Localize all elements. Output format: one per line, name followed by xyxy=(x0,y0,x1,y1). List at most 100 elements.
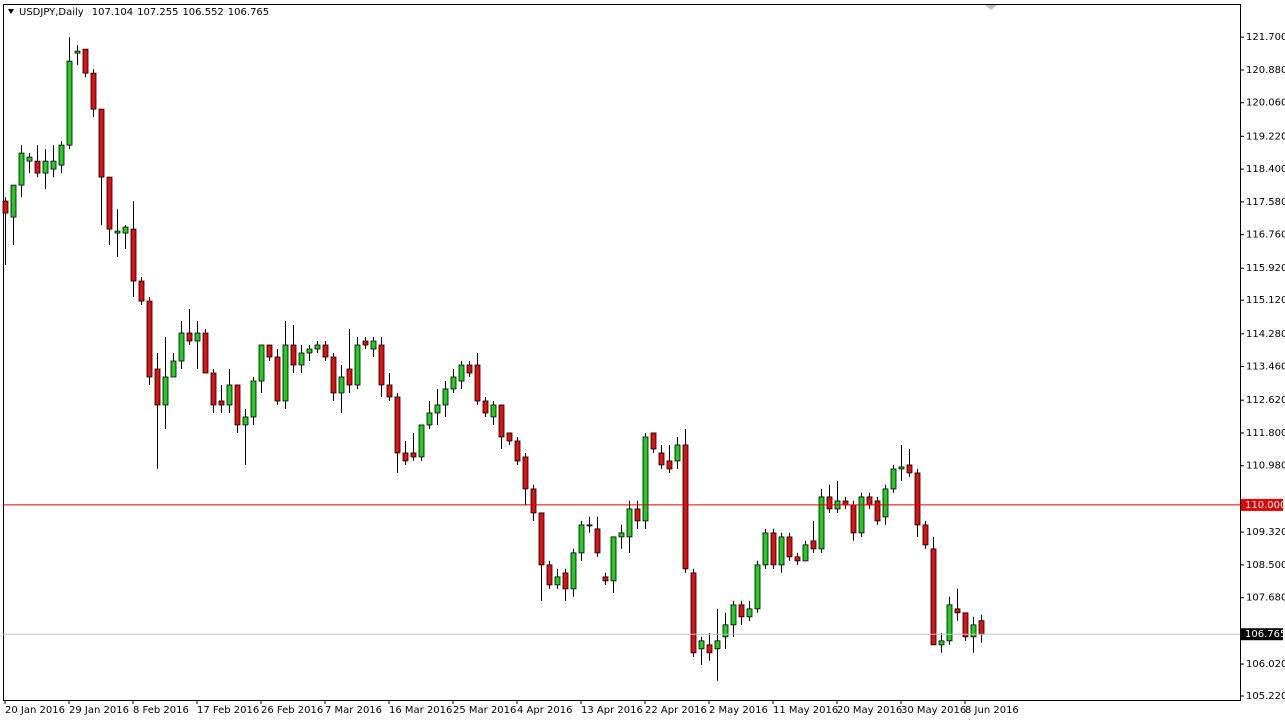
candle-body-up xyxy=(778,536,785,566)
candle-body-down xyxy=(410,452,417,458)
candle-body-down xyxy=(186,332,193,342)
candle-body-down xyxy=(362,340,369,346)
x-tick-label: 8 Jun 2016 xyxy=(965,705,1019,716)
candle-body-down xyxy=(98,108,105,178)
candle-body-up xyxy=(178,332,185,362)
candle-body-down xyxy=(322,344,329,358)
header-open: 107.104 xyxy=(92,7,133,18)
candle-body-down xyxy=(978,620,985,635)
symbol-menu-arrow[interactable] xyxy=(8,9,14,14)
candle-body-down xyxy=(290,344,297,366)
x-tick-label: 16 Mar 2016 xyxy=(389,705,452,716)
candle-body-up xyxy=(26,156,33,162)
candle-body-down xyxy=(842,500,849,506)
y-tick-label: 106.020 xyxy=(1246,659,1285,670)
candle-body-down xyxy=(794,556,801,562)
candle-body-up xyxy=(242,416,249,426)
candle-body-up xyxy=(674,444,681,462)
x-tick-label: 20 Jan 2016 xyxy=(5,705,65,716)
candle-body-down xyxy=(562,572,569,590)
y-tick-label: 110.980 xyxy=(1246,461,1285,472)
candle-body-up xyxy=(450,376,457,390)
candle-body-down xyxy=(154,368,161,406)
candle-body-down xyxy=(826,496,833,510)
candle-body-down xyxy=(906,464,913,474)
candle-body-down xyxy=(506,432,513,442)
candle-body-up xyxy=(258,344,265,382)
y-tick-label: 108.500 xyxy=(1246,560,1285,571)
y-tick-label: 120.880 xyxy=(1246,65,1285,76)
y-tick-label: 117.580 xyxy=(1246,197,1285,208)
candle-body-down xyxy=(530,488,537,514)
candle-body-up xyxy=(74,50,81,54)
candle-body-down xyxy=(346,368,353,386)
candle-body-down xyxy=(474,364,481,402)
candle-body-up xyxy=(970,624,977,638)
y-tick-label: 112.620 xyxy=(1246,395,1285,406)
candle-body-down xyxy=(634,508,641,522)
y-tick-label: 107.680 xyxy=(1246,593,1285,604)
x-tick-label: 11 May 2016 xyxy=(773,705,838,716)
x-tick-label: 29 Jan 2016 xyxy=(69,705,129,716)
candle-body-up xyxy=(570,552,577,590)
header-close: 106.765 xyxy=(228,7,269,18)
candle-body-up xyxy=(554,576,561,586)
x-tick-label: 26 Feb 2016 xyxy=(261,705,323,716)
candle-body-down xyxy=(378,344,385,386)
candle-body-up xyxy=(898,466,905,470)
candle-body-down xyxy=(210,372,217,406)
x-tick-label: 2 May 2016 xyxy=(709,705,768,716)
candle-body-down xyxy=(394,396,401,454)
candle-body-up xyxy=(586,524,593,527)
candle-body-down xyxy=(650,432,657,450)
candle-body-up xyxy=(250,380,257,418)
candle-body-down xyxy=(914,472,921,526)
candle-body-down xyxy=(810,540,817,550)
candle-body-down xyxy=(962,612,969,638)
candle-body-down xyxy=(2,200,9,214)
candle-body-up xyxy=(10,184,17,218)
candle-body-up xyxy=(642,436,649,522)
candle-body-down xyxy=(738,604,745,618)
candle-body-down xyxy=(266,344,273,358)
chart-header: USDJPY,Daily 107.104 107.255 106.552 106.765 xyxy=(19,7,269,18)
candle-body-down xyxy=(666,460,673,470)
y-tick-label: 113.460 xyxy=(1246,362,1285,373)
candle-body-down xyxy=(658,452,665,466)
price-label: 106.765 xyxy=(1245,629,1285,640)
candle-body-down xyxy=(594,528,601,554)
candle-body-down xyxy=(402,452,409,462)
candle-body-up xyxy=(58,144,65,166)
y-tick-label: 119.220 xyxy=(1246,131,1285,142)
candle-body-up xyxy=(746,608,753,618)
x-tick-label: 20 May 2016 xyxy=(837,705,902,716)
y-tick-label: 116.760 xyxy=(1246,230,1285,241)
candle-body-up xyxy=(370,340,377,350)
x-tick-label: 4 Apr 2016 xyxy=(517,705,572,716)
candle-body-down xyxy=(546,564,553,586)
candle-body-up xyxy=(306,348,313,354)
y-tick-label: 114.280 xyxy=(1246,329,1285,340)
candle-body-up xyxy=(722,624,729,638)
candle-body-down xyxy=(498,404,505,438)
candle-body-down xyxy=(82,48,89,74)
candle-body-up xyxy=(194,332,201,342)
candle-body-up xyxy=(802,544,809,562)
candle-body-down xyxy=(514,440,521,462)
candle-body-up xyxy=(426,412,433,426)
x-tick-label: 17 Feb 2016 xyxy=(197,705,259,716)
y-tick-label: 111.800 xyxy=(1246,428,1285,439)
candle-body-down xyxy=(234,384,241,426)
candle-body-down xyxy=(602,576,609,582)
candle-body-down xyxy=(34,160,41,174)
chart-title: USDJPY,Daily xyxy=(19,7,84,18)
candles xyxy=(2,37,985,681)
candle-body-up xyxy=(114,230,121,234)
candle-body-down xyxy=(866,496,873,506)
x-tick-label: 30 May 2016 xyxy=(901,705,966,716)
x-tick-label: 22 Apr 2016 xyxy=(645,705,707,716)
candle-body-up xyxy=(626,508,633,538)
candle-body-up xyxy=(338,376,345,394)
candle-body-down xyxy=(770,532,777,566)
